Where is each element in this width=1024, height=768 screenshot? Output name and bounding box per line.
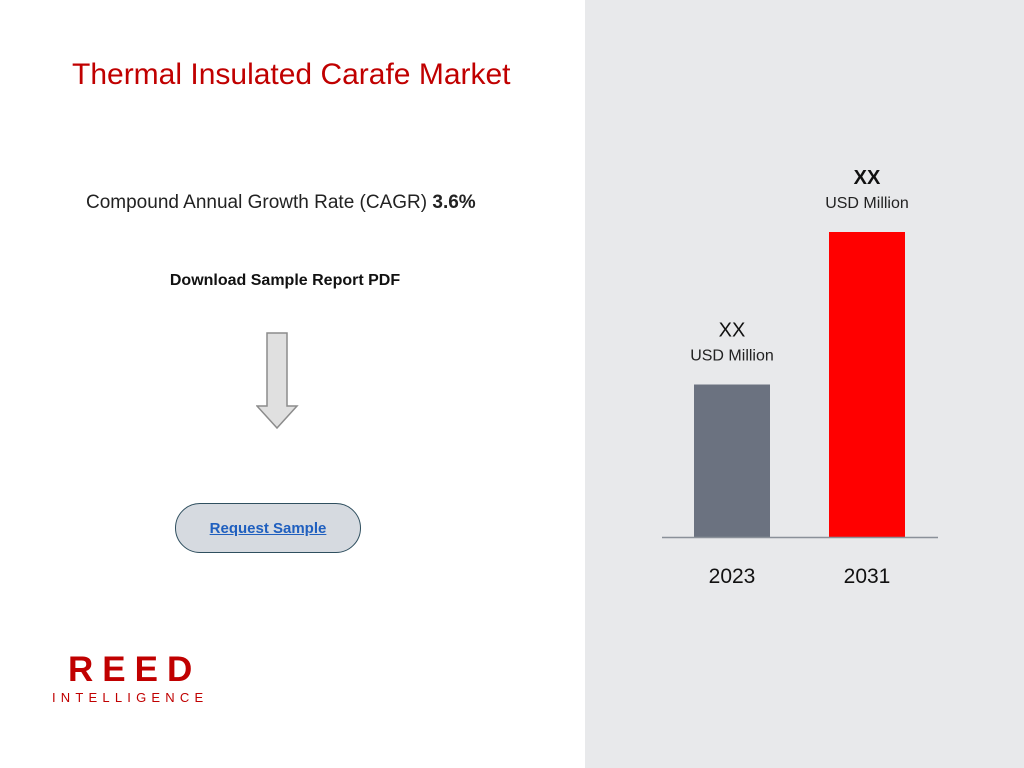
page-title: Thermal Insulated Carafe Market [72,58,511,91]
request-sample-label[interactable]: Request Sample [209,519,327,537]
data-label-unit-2031: USD Million [825,195,909,212]
x-tick-label-2031: 2031 [844,565,891,588]
logo-tagline: INTELLIGENCE [52,690,209,705]
cagr-value: 3.6% [432,192,476,213]
arrow-down-icon [256,332,299,430]
cagr-label: Compound Annual Growth Rate (CAGR) [86,192,428,213]
data-label-value-2023: XX [719,320,746,342]
logo: REED INTELLIGENCE [52,650,209,706]
cagr-text: Compound Annual Growth Rate (CAGR) 3.6% [86,192,476,214]
data-label-value-2031: XX [854,167,881,189]
bar-2023 [694,384,770,537]
logo-wordmark: REED [68,650,202,689]
download-label: Download Sample Report PDF [169,272,401,289]
bar-2031 [829,232,905,537]
data-label-unit-2023: USD Million [690,348,774,365]
request-sample-button[interactable]: Request Sample [175,503,361,553]
x-tick-label-2023: 2023 [709,565,756,588]
chart-panel [585,0,1024,768]
